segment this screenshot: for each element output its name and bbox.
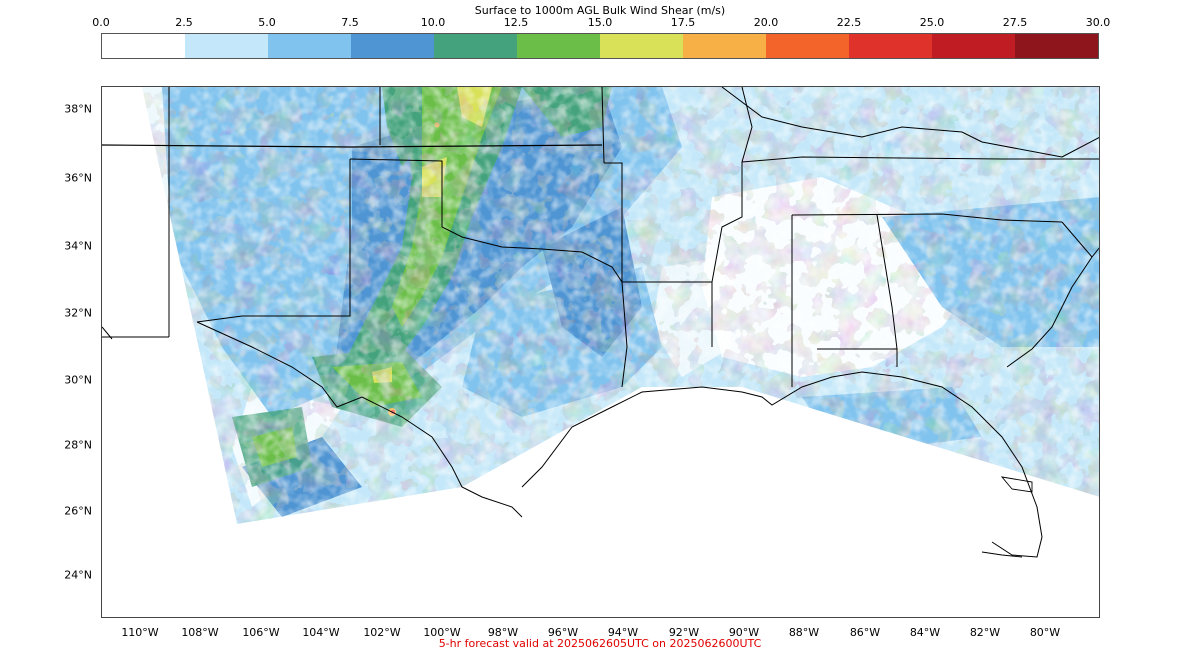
colorbar-segment — [102, 34, 185, 58]
lat-label: 32°N — [64, 306, 92, 320]
colorbar-segment — [849, 34, 932, 58]
lon-label: 102°W — [363, 626, 401, 639]
lat-label: 26°N — [64, 504, 92, 518]
lat-label: 24°N — [64, 568, 92, 582]
lon-label: 96°W — [547, 626, 579, 639]
lon-label: 92°W — [668, 626, 700, 639]
lon-label: 104°W — [302, 626, 340, 639]
lon-label: 98°W — [487, 626, 519, 639]
lat-label: 28°N — [64, 438, 92, 452]
colorbar-tick: 20.0 — [753, 16, 779, 29]
lon-label: 80°W — [1029, 626, 1061, 639]
lon-label: 110°W — [121, 626, 159, 639]
colorbar-tick: 5.0 — [258, 16, 276, 29]
colorbar-segment — [351, 34, 434, 58]
lat-label: 34°N — [64, 239, 92, 253]
lat-label: 36°N — [64, 171, 92, 185]
colorbar-tick: 25.0 — [919, 16, 945, 29]
map-panel — [101, 86, 1100, 618]
colorbar-tick: 22.5 — [836, 16, 862, 29]
lon-label: 90°W — [728, 626, 760, 639]
colorbar — [101, 33, 1099, 59]
lon-label: 106°W — [242, 626, 280, 639]
lon-label: 100°W — [423, 626, 461, 639]
lon-label: 86°W — [849, 626, 881, 639]
lon-label: 94°W — [607, 626, 639, 639]
colorbar-tick: 12.5 — [503, 16, 529, 29]
lat-label: 30°N — [64, 373, 92, 387]
colorbar-tick: 30.0 — [1085, 16, 1111, 29]
colorbar-segment — [517, 34, 600, 58]
colorbar-segment — [185, 34, 268, 58]
lon-label: 108°W — [181, 626, 219, 639]
map-canvas — [102, 87, 1099, 558]
forecast-caption: 5-hr forecast valid at 2025062605UTC on … — [438, 637, 762, 650]
lon-label: 88°W — [788, 626, 820, 639]
colorbar-tick: 10.0 — [420, 16, 446, 29]
colorbar-segment — [683, 34, 766, 58]
lon-label: 84°W — [909, 626, 941, 639]
lon-label: 82°W — [969, 626, 1001, 639]
shear-field — [142, 87, 1099, 524]
colorbar-tick: 27.5 — [1002, 16, 1028, 29]
colorbar-segment — [1015, 34, 1098, 58]
colorbar-tick: 15.0 — [587, 16, 613, 29]
colorbar-tick: 7.5 — [341, 16, 359, 29]
colorbar-segment — [268, 34, 351, 58]
colorbar-tick: 0.0 — [92, 16, 110, 29]
colorbar-tick: 17.5 — [670, 16, 696, 29]
colorbar-tick: 2.5 — [175, 16, 193, 29]
lat-label: 38°N — [64, 102, 92, 116]
colorbar-title: Surface to 1000m AGL Bulk Wind Shear (m/… — [474, 4, 726, 17]
boundaries — [102, 87, 1099, 558]
colorbar-segment — [600, 34, 683, 58]
colorbar-segment — [766, 34, 849, 58]
colorbar-segment — [434, 34, 517, 58]
colorbar-segment — [932, 34, 1015, 58]
